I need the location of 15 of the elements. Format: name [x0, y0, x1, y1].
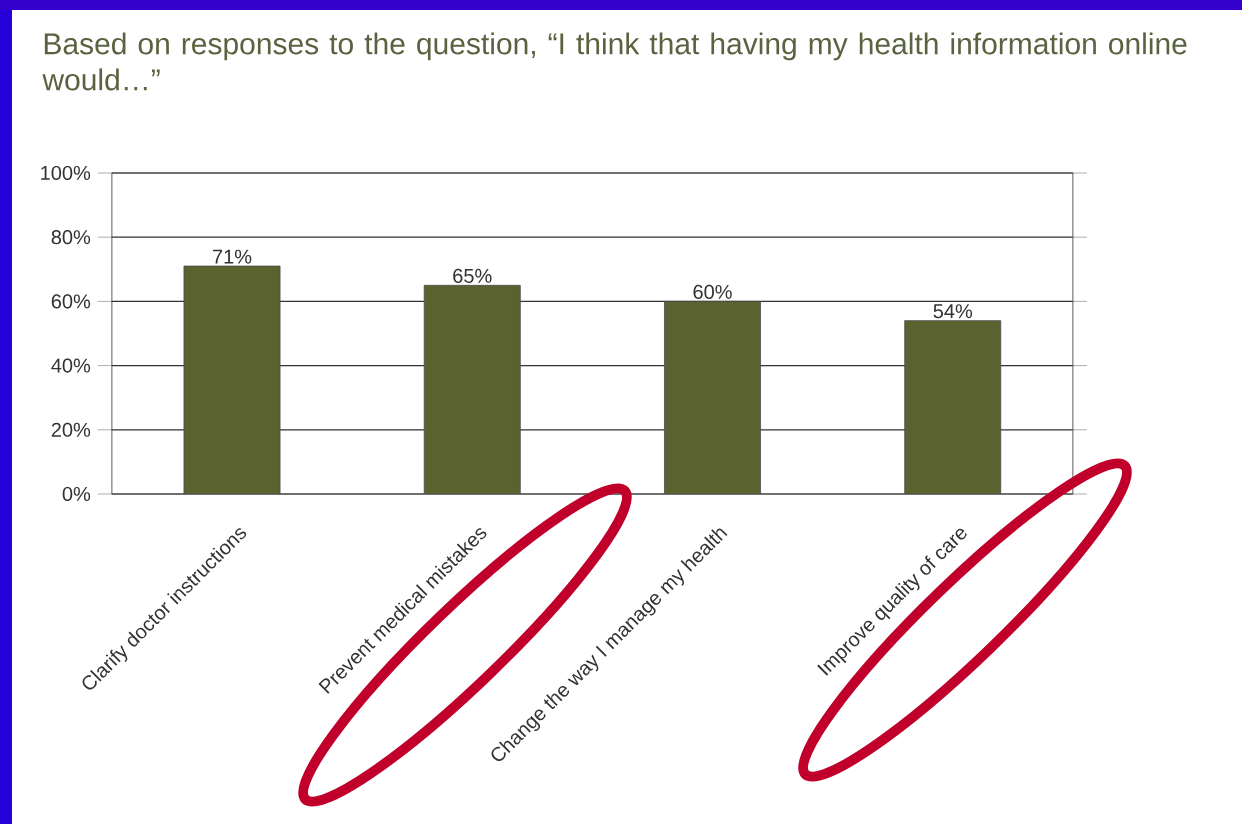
bar [423, 284, 521, 494]
data-label: 60% [693, 284, 732, 299]
y-tick-label: 100% [41, 165, 91, 181]
bar [664, 300, 761, 494]
y-tick-label: 20% [51, 422, 91, 437]
data-label: 65% [453, 268, 492, 283]
bar [904, 320, 1002, 494]
y-tick-label: 0% [62, 486, 91, 502]
data-label: 71% [213, 249, 252, 264]
chart-title: Based on responses to the question, “I think that having my health information online would…” [42, 32, 1187, 91]
bar [183, 265, 281, 494]
y-tick-label: 80% [51, 230, 91, 245]
y-tick-label: 60% [51, 294, 91, 309]
y-tick-label: 40% [51, 358, 91, 373]
data-label: 54% [933, 304, 973, 319]
